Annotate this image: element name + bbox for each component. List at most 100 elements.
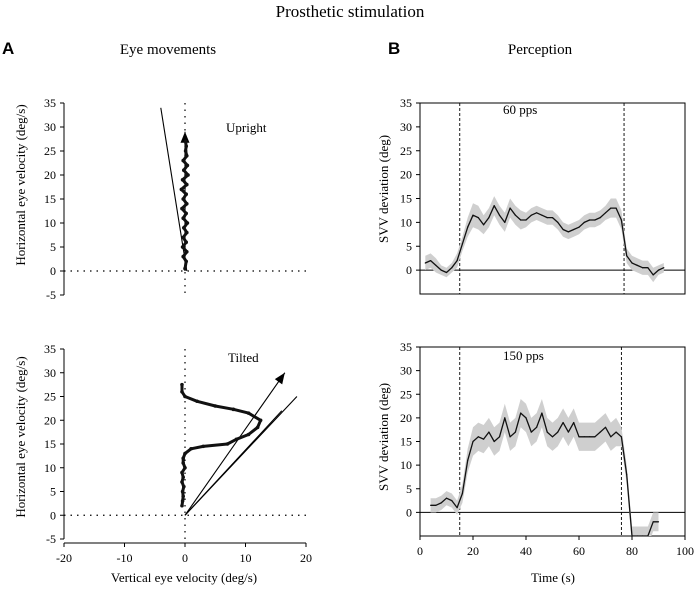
pps60-mean-point-28	[573, 228, 575, 231]
pps60-mean-point-33	[599, 217, 601, 219]
pps150-ytick-label-5: 25	[400, 387, 412, 401]
tilted-trace-point-12	[201, 444, 205, 449]
tilted-trace-point-25	[180, 503, 184, 508]
pps150-mean-point-22	[546, 431, 548, 433]
pps60-mean-point-11	[483, 224, 485, 226]
tilted-trace-point-4	[213, 404, 218, 408]
tilted-ytick-label-1: 0	[50, 508, 56, 522]
pps150-mean-point-37	[626, 473, 628, 476]
pps150-mean-point-16	[514, 431, 517, 433]
upright-trace-point-7	[185, 230, 189, 235]
tilted-trace-point-1	[180, 389, 184, 394]
pps150-y-label: SVV deviation (deg)	[376, 383, 391, 491]
upright-ytick-label-4: 15	[44, 192, 56, 206]
pps60-title: 60 pps	[503, 102, 537, 117]
pps150-mean-point-38	[631, 535, 633, 536]
pps60-mean-point-19	[525, 219, 527, 221]
pps60-mean-point-1	[430, 259, 432, 262]
pps150-mean-point-21	[541, 412, 543, 414]
pps60-mean-point-30	[583, 221, 585, 223]
pps60-mean-point-41	[642, 267, 644, 269]
upright-ytick-label-0: -5	[46, 288, 56, 302]
pps60-mean-point-15	[504, 221, 506, 223]
pps150-mean-point-17	[520, 412, 522, 414]
pps60-mean-point-6	[456, 259, 458, 262]
tilted-trace-point-16	[181, 461, 185, 465]
pps150-mean-point-32	[599, 431, 601, 433]
pps60-mean-point-5	[451, 267, 453, 269]
upright-trace-point-18	[180, 178, 185, 182]
pps150-mean-point-2	[440, 502, 442, 504]
upright-ytick-label-8: 35	[44, 96, 56, 110]
tilted-plot: -5 0 5 10 15 20 25 30 35 -20 -10 0 10 20 Tilted Horiz…	[13, 342, 312, 585]
tilted-trace-point-13	[189, 446, 193, 451]
pps60-y-ticks: 0 5 10 15 20 25 30 35	[400, 96, 420, 277]
pps60-mean-point-4	[445, 271, 448, 274]
pps150-xtick-label-4: 80	[626, 544, 638, 558]
pps60-mean-point-3	[440, 269, 442, 271]
upright-zero-lines	[64, 103, 306, 295]
upright-ytick-label-3: 10	[44, 216, 56, 230]
tilted-trace-point-10	[234, 437, 239, 442]
upright-trace-point-8	[181, 226, 186, 230]
figure-title: Prosthetic stimulation	[276, 2, 425, 21]
pps60-mean-point-16	[509, 207, 511, 209]
upright-trace-point-23	[185, 154, 189, 158]
tilted-xtick-label-0: -20	[56, 551, 72, 565]
pps150-ticks: 0 5 10 15 20 25 30 35 0 20 40 60 80 100	[400, 340, 694, 558]
pps150-mean-point-29	[583, 436, 585, 438]
pps150-mean-point-28	[578, 436, 580, 438]
pps60-mean-point-36	[615, 207, 617, 209]
upright-trace-point-4	[180, 245, 185, 249]
pps60-mean-point-7	[461, 243, 463, 245]
upright-ytick-label-5: 20	[44, 168, 56, 182]
pps60-mean-point-13	[493, 205, 495, 207]
upright-trace-point-15	[184, 192, 189, 196]
tilted-trace-point-9	[246, 432, 251, 437]
tilted-fit-line-1	[184, 410, 283, 516]
pps60-mean-point-24	[551, 217, 554, 219]
tilted-ytick-label-6: 25	[44, 390, 56, 404]
pps60-mean-point-29	[578, 226, 580, 228]
pps150-mean-point-14	[504, 417, 506, 419]
tilted-trace-point-19	[181, 475, 185, 480]
pps60-mean-point-2	[435, 264, 437, 266]
panel-a-header: Eye movements	[120, 42, 216, 58]
pps60-ytick-label-1: 5	[406, 239, 412, 253]
pps150-ytick-label-3: 15	[400, 435, 412, 449]
pps60-mean-point-42	[647, 267, 649, 269]
pps150-mean-point-5	[456, 507, 458, 509]
pps60-mean-line	[425, 205, 665, 276]
pps60-mean-point-20	[530, 214, 532, 216]
tilted-trace-point-5	[231, 407, 236, 412]
panel-a-letter: A	[2, 39, 14, 58]
upright-trace-point-14	[181, 197, 185, 201]
pps60-mean-point-25	[557, 221, 559, 223]
upright-trace-point-13	[185, 202, 189, 206]
tilted-trace-point-7	[258, 418, 263, 423]
upright-trace-point-5	[184, 240, 189, 244]
tilted-ytick-label-3: 10	[44, 461, 56, 475]
upright-ytick-label-6: 25	[44, 144, 56, 158]
tilted-trace-point-14	[183, 451, 187, 456]
pps150-mean-point-1	[435, 504, 437, 506]
tilted-trace-point-15	[181, 456, 185, 461]
pps150-mean-point-9	[477, 436, 479, 438]
pps150-mean-point-33	[604, 426, 607, 428]
pps60-mean-point-18	[520, 219, 522, 221]
pps60-mean-point-38	[626, 255, 628, 257]
tilted-x-label: Vertical eye velocity (deg/s)	[111, 570, 257, 585]
pps150-mean-point-35	[615, 431, 617, 433]
pps60-mean-point-32	[594, 219, 596, 221]
pps60-sd-band	[425, 196, 664, 283]
upright-trace-point-12	[180, 206, 184, 211]
pps150-mean-point-36	[620, 436, 623, 438]
upright-ytick-label-1: 0	[50, 264, 56, 278]
upright-trace-point-21	[185, 163, 190, 168]
tilted-trace-point-23	[181, 494, 185, 499]
pps60-marks	[424, 196, 665, 283]
tilted-trace-point-0	[180, 382, 184, 387]
pps60-mean-point-10	[477, 217, 479, 219]
pps150-mean-point-19	[530, 431, 532, 433]
upright-y-ticks: -5 0 5 10 15 20 25 30 35	[44, 96, 65, 302]
